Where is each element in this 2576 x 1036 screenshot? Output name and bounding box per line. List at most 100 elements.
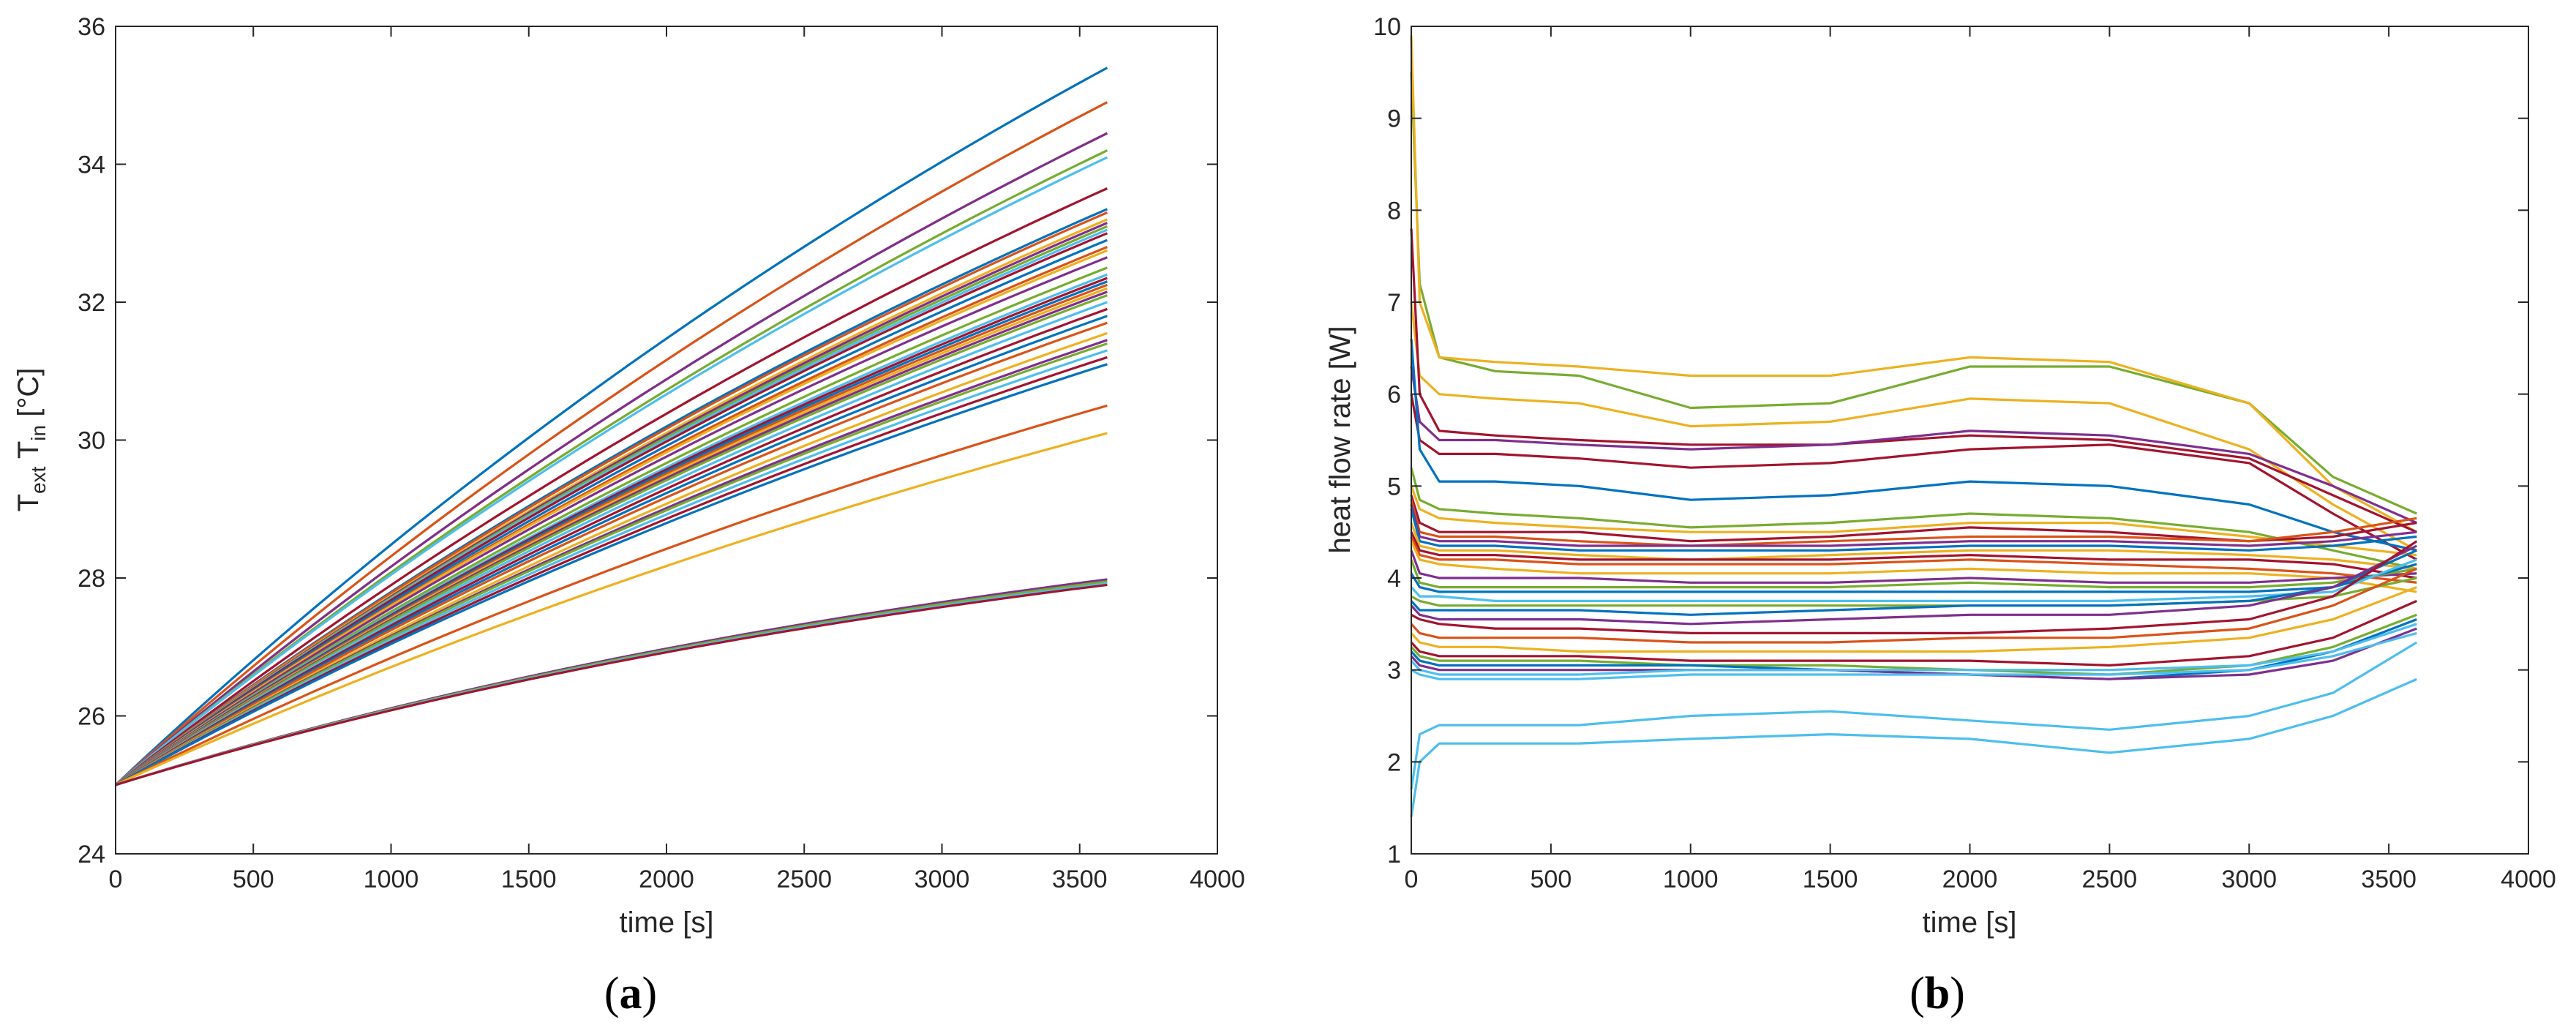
chart-a-series-line <box>115 349 1108 787</box>
chart-b-series-line <box>1410 228 2417 533</box>
chart-a-x-tick-label: 3000 <box>915 866 970 893</box>
chart-b-series-line <box>1411 631 2417 680</box>
chart-a-series-group <box>114 67 1108 787</box>
chart-a-series-line <box>115 294 1108 787</box>
chart-b-series-line <box>1410 508 2417 552</box>
chart-a-series-line <box>115 321 1108 787</box>
chart-b-x-axis-label: time [s] <box>1923 906 2017 939</box>
panel-label-b-letter: b <box>1925 969 1950 1018</box>
chart-a-y-label-mid: T <box>12 441 45 467</box>
panel-label-b: (b) <box>1910 969 1965 1018</box>
chart-b-series-line <box>1410 339 2417 552</box>
chart-a-y-tick-label: 36 <box>78 13 105 41</box>
chart-b-series-line <box>1410 504 2417 547</box>
chart-a-series-line <box>114 149 1108 787</box>
chart-b-x-tick-label: 2500 <box>2082 866 2138 893</box>
chart-a-series-line <box>115 356 1108 787</box>
chart-b-series-line <box>1410 623 2417 676</box>
chart-b-y-tick-label: 3 <box>1387 657 1401 685</box>
chart-a-y-label-part1: T <box>12 494 45 511</box>
chart-b-x-tick-label: 500 <box>1531 866 1572 893</box>
chart-a-series-line <box>114 67 1108 786</box>
chart-a-x-tick-label: 4000 <box>1190 866 1245 893</box>
chart-b-x-tick-label: 1000 <box>1663 866 1719 893</box>
chart-b-y-tick-label: 6 <box>1387 381 1401 409</box>
chart-b-series-line <box>1410 485 2417 557</box>
chart-a-y-label-unit: [°C] <box>12 368 45 425</box>
chart-b-series-line <box>1410 549 2417 616</box>
chart-a-series-line <box>115 232 1108 787</box>
chart-a-x-tick-label: 3500 <box>1052 866 1108 893</box>
chart-b-x-tick-label: 3000 <box>2221 866 2277 893</box>
chart-b-series-line <box>1410 499 2417 547</box>
chart-a-y-label-sub2: in <box>27 425 50 441</box>
chart-a-y-label-sub1: ext <box>27 466 50 494</box>
chart-b-series-line <box>1410 35 2418 533</box>
chart-b-series-line <box>1410 394 2418 561</box>
chart-b-series-line <box>1410 522 2417 570</box>
chart-a-series-line <box>115 342 1108 787</box>
chart-a-y-axis-label: Text Tin [°C] <box>12 368 50 512</box>
chart-b-x-tick-label: 1500 <box>1803 866 1858 893</box>
chart-b-y-tick-label: 5 <box>1387 473 1401 500</box>
chart-b-series-line <box>1410 599 2417 667</box>
chart-b-series-line <box>1410 677 2417 817</box>
chart-a-series-line <box>115 187 1108 787</box>
chart-b-series-line <box>1410 467 2417 570</box>
chart-a-ticks: 0 500 1000 1500 2000 2500 3000 3500 4000 24 26 28 30… <box>78 13 1245 893</box>
chart-b-series-line <box>1410 559 2417 589</box>
chart-b-x-tick-label: 0 <box>1405 866 1419 893</box>
chart-b: 0 500 1000 1500 2000 2500 3000 3500 4000 1 2 3 4 5 6 7 8… <box>1324 13 2556 1018</box>
chart-a-x-tick-label: 500 <box>233 866 274 893</box>
panel-label-a: (a) <box>604 969 657 1018</box>
chart-a-series-line <box>115 239 1108 787</box>
chart-b-series-line <box>1410 536 2417 584</box>
chart-a-series-line <box>115 249 1108 787</box>
chart-b-x-tick-label: 4000 <box>2501 866 2556 893</box>
chart-a-series-line <box>114 101 1108 786</box>
chart-a-x-tick-label: 1000 <box>364 866 419 893</box>
chart-a-y-tick-label: 24 <box>78 841 105 868</box>
chart-a-x-axis-label: time [s] <box>620 906 714 939</box>
chart-b-y-tick-label: 1 <box>1387 841 1401 868</box>
chart-a-series-line <box>115 266 1108 787</box>
chart-b-y-tick-label: 7 <box>1387 289 1401 317</box>
chart-b-series-line <box>1410 567 2417 644</box>
chart-b-series-line <box>1410 544 2418 626</box>
chart-b-series-line <box>1410 641 2418 790</box>
chart-b-y-tick-label: 10 <box>1373 13 1401 41</box>
chart-b-y-axis-label: heat flow rate [W] <box>1324 326 1356 553</box>
chart-a-y-tick-label: 28 <box>78 565 105 593</box>
panel-label-a-letter: a <box>620 969 642 1018</box>
chart-b-y-tick-label: 2 <box>1387 748 1401 776</box>
chart-b-series-line <box>1410 366 2417 525</box>
chart-a-x-tick-label: 2500 <box>776 866 832 893</box>
chart-a-y-tick-label: 34 <box>78 151 105 179</box>
chart-a-series-line <box>115 404 1108 787</box>
chart-a-series-line <box>115 307 1108 787</box>
chart-a-series-line <box>114 132 1108 787</box>
chart-b-series-group <box>1410 35 2418 817</box>
chart-a-series-line <box>115 256 1108 787</box>
chart-b-series-line <box>1410 586 2417 653</box>
chart-b-series-line <box>1410 531 2417 579</box>
chart-a-y-tick-label: 32 <box>78 289 105 317</box>
chart-a-y-tick-label: 26 <box>78 703 105 731</box>
chart-a-x-tick-label: 2000 <box>639 866 694 893</box>
chart-a-series-line <box>115 301 1108 787</box>
chart-b-x-tick-label: 3500 <box>2361 866 2417 893</box>
chart-a-series-line <box>115 583 1108 787</box>
chart-b-x-tick-label: 2000 <box>1942 866 1998 893</box>
chart-b-series-line <box>1410 563 2417 593</box>
chart-a-x-tick-label: 1500 <box>501 866 557 893</box>
chart-b-y-tick-label: 8 <box>1387 197 1401 225</box>
chart-b-y-tick-label: 9 <box>1387 105 1401 133</box>
chart-a-y-tick-label: 30 <box>78 427 105 455</box>
chart-b-series-line <box>1410 549 2417 584</box>
chart-b-series-line <box>1410 541 2417 593</box>
chart-a: 0 500 1000 1500 2000 2500 3000 3500 4000 24 26 28 30… <box>12 13 1245 1018</box>
chart-b-ticks: 0 500 1000 1500 2000 2500 3000 3500 4000 1 2 3 4 5 6 7 8… <box>1373 13 2556 893</box>
chart-a-series-line <box>115 432 1108 787</box>
chart-b-series-line <box>1411 540 2418 635</box>
